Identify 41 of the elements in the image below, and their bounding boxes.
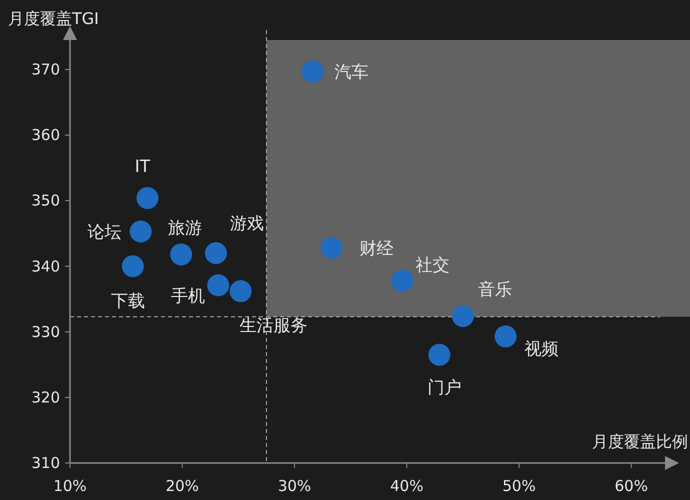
point <box>494 325 517 348</box>
x-tick-label: 40% <box>390 477 424 495</box>
point <box>230 280 252 302</box>
x-tick-label: 30% <box>278 477 312 495</box>
annotation: 论坛 <box>88 222 122 242</box>
x-tick-label: 60% <box>614 477 648 495</box>
point <box>207 274 230 296</box>
annotation: 音乐 <box>478 280 512 300</box>
point <box>204 242 227 264</box>
point <box>122 255 144 278</box>
y-tick-label: 340 <box>31 257 60 276</box>
point <box>428 344 450 366</box>
annotation: 手机 <box>171 286 206 306</box>
point <box>170 243 192 266</box>
annotation: 游戏 <box>230 214 264 234</box>
x-tick-label: 10% <box>53 477 87 495</box>
annotation: 视频 <box>524 339 559 360</box>
annotation: 门户 <box>427 378 462 398</box>
annotation: 生活服务 <box>240 316 308 336</box>
x-tick-label: 50% <box>502 477 536 495</box>
annotation: 下载 <box>110 291 145 312</box>
y-tick-label: 360 <box>31 126 60 144</box>
y-tick-label: 350 <box>31 192 60 210</box>
point <box>136 187 158 210</box>
annotation: 汽车 <box>334 62 368 82</box>
point <box>452 305 474 328</box>
y-tick-label: 370 <box>31 60 60 79</box>
annotation: 社交 <box>415 256 450 276</box>
y-axis-title: 月度覆盖TGI <box>8 9 99 28</box>
point <box>391 270 414 292</box>
y-tick-label: 330 <box>31 322 60 341</box>
point <box>301 60 324 82</box>
annotation: 财经 <box>360 238 394 259</box>
y-tick-label: 310 <box>31 454 60 472</box>
point <box>320 236 343 259</box>
x-tick-label: 20% <box>166 477 199 495</box>
x-axis-title: 月度覆盖比例 <box>592 432 688 451</box>
y-tick-label: 320 <box>31 388 60 406</box>
annotation: IT <box>134 157 151 178</box>
annotation: 旅游 <box>168 218 202 238</box>
point <box>130 220 152 242</box>
